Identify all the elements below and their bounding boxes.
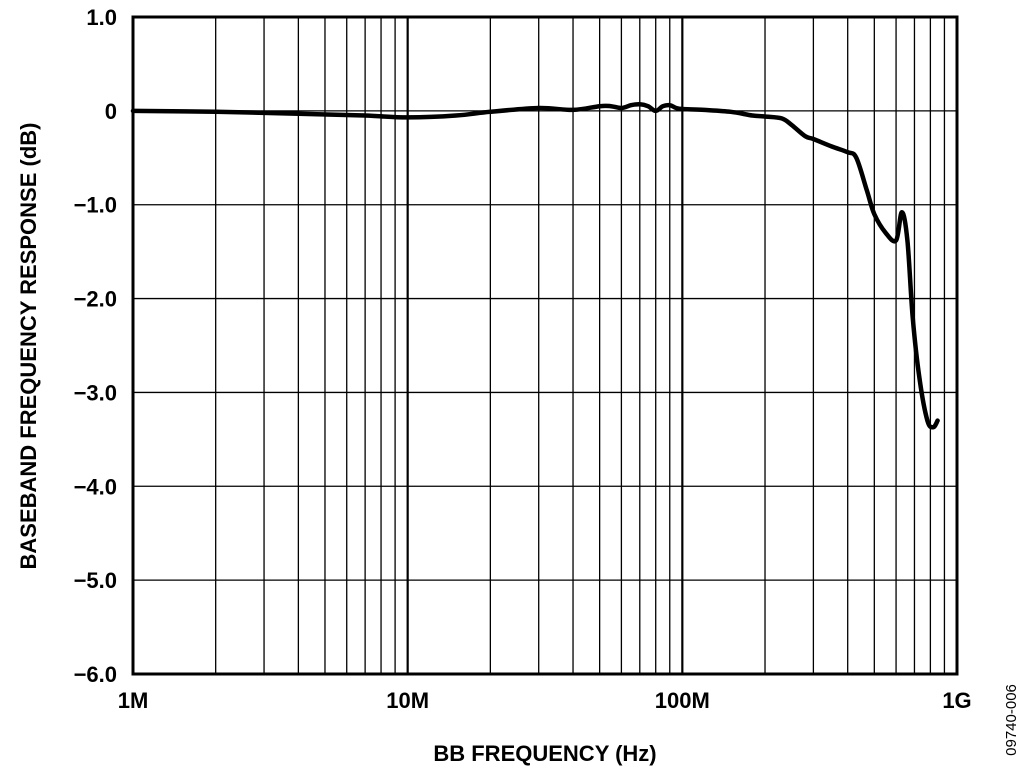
y-axis-title: BASEBAND FREQUENCY RESPONSE (dB) [16, 123, 41, 570]
y-tick-label: −2.0 [74, 287, 117, 312]
y-tick-label: −6.0 [74, 662, 117, 687]
x-axis-title: BB FREQUENCY (Hz) [433, 741, 656, 766]
x-tick-label: 100M [655, 688, 710, 713]
figure-id: 09740-006 [1003, 684, 1020, 756]
x-tick-label: 10M [386, 688, 429, 713]
x-tick-labels: 1M 10M 100M 1G [118, 688, 972, 713]
y-tick-labels: 1.0 0 −1.0 −2.0 −3.0 −4.0 −5.0 −6.0 [74, 5, 117, 687]
y-tick-label: 1.0 [86, 5, 117, 30]
y-tick-label: −1.0 [74, 193, 117, 218]
y-tick-label: 0 [105, 99, 117, 124]
x-tick-label: 1G [942, 688, 971, 713]
y-tick-label: −4.0 [74, 474, 117, 499]
response-curve [130, 102, 940, 430]
x-tick-label: 1M [118, 688, 149, 713]
y-tick-label: −3.0 [74, 380, 117, 405]
minor-grid [215, 17, 946, 674]
plot-frame [131, 15, 959, 676]
series-layer [130, 102, 940, 430]
y-tick-label: −5.0 [74, 568, 117, 593]
